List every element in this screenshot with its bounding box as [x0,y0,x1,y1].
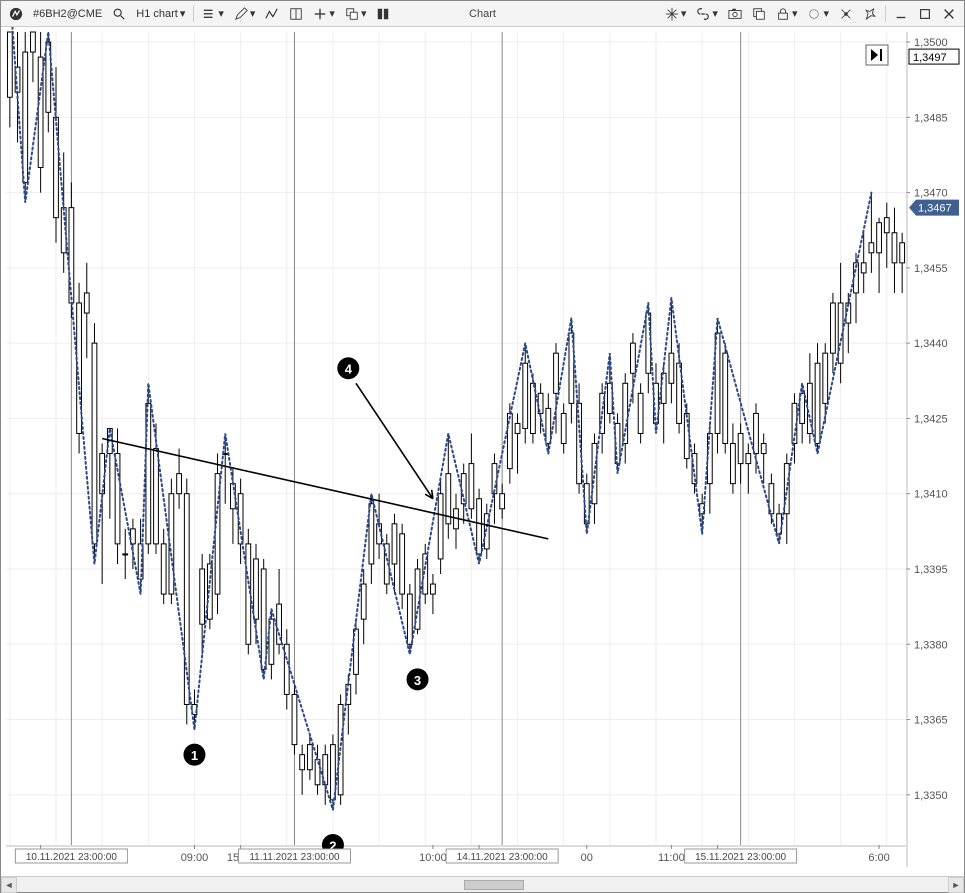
svg-text:00: 00 [581,852,593,864]
app-icon[interactable] [5,5,27,23]
settings-icon[interactable] [835,5,857,23]
template-icon[interactable] [285,5,307,23]
svg-text:4: 4 [345,362,353,377]
indicator-icon[interactable] [261,5,283,23]
chart-area[interactable]: 1,3500 1,3485 1,3470 1,3455 1,3440 1,3425 1,34… [1,27,964,876]
pen-dropdown-icon[interactable]: ▾ [230,5,260,23]
svg-text:1,3440: 1,3440 [914,338,948,350]
timeframe-label: H1 chart [136,8,178,20]
svg-text:3: 3 [414,673,421,688]
svg-text:1,3497: 1,3497 [913,52,947,64]
lock-dropdown-icon[interactable]: ▾ [772,5,802,23]
toolbar: #6BH2@CME H1 chart ▾ ▾ ▾ ▾ ▾ Chart ▾ ▾ ▾… [1,1,964,27]
camera-icon[interactable] [724,5,746,23]
separator [193,6,194,22]
circle-dropdown-icon[interactable]: ▾ [803,5,833,23]
svg-text:1,3380: 1,3380 [914,639,948,651]
chart-window: #6BH2@CME H1 chart ▾ ▾ ▾ ▾ ▾ Chart ▾ ▾ ▾… [0,0,965,893]
window-title: Chart [469,8,496,20]
scroll-left-button[interactable]: ◄ [1,877,17,893]
svg-text:1,3425: 1,3425 [914,413,948,425]
symbol-label[interactable]: #6BH2@CME [29,6,106,22]
separator [885,6,886,22]
svg-text:1,3467: 1,3467 [918,203,952,215]
svg-text:1: 1 [191,748,198,763]
svg-text:1,3365: 1,3365 [914,715,948,727]
svg-text:1,3500: 1,3500 [914,37,948,49]
svg-text:1,3350: 1,3350 [914,790,948,802]
scroll-thumb[interactable] [464,880,524,890]
cursor-dropdown-icon[interactable]: ▾ [661,5,691,23]
minimize-button[interactable] [890,5,912,23]
add-dropdown-icon[interactable]: ▾ [309,5,339,23]
svg-text:1,3395: 1,3395 [914,564,948,576]
svg-text:11.11.2021 23:00:00: 11.11.2021 23:00:00 [249,852,340,863]
search-icon[interactable] [108,5,130,23]
list-dropdown-icon[interactable]: ▾ [198,5,228,23]
svg-text:1,3455: 1,3455 [914,263,948,275]
pin-icon[interactable] [859,5,881,23]
price-chart[interactable]: 1,3500 1,3485 1,3470 1,3455 1,3440 1,3425 1,34… [1,27,964,876]
svg-text:1,3410: 1,3410 [914,489,948,501]
scroll-track[interactable] [17,878,948,892]
horizontal-scrollbar[interactable]: ◄ ► [1,876,964,892]
link-dropdown-icon[interactable]: ▾ [692,5,722,23]
svg-text:1,3470: 1,3470 [914,188,948,200]
copy-dropdown-icon[interactable]: ▾ [341,5,371,23]
grid-icon[interactable] [372,5,394,23]
svg-text:11:00: 11:00 [658,852,685,864]
timeframe-dropdown[interactable]: H1 chart ▾ [132,5,189,22]
svg-text:14.11.2021 23:00:00: 14.11.2021 23:00:00 [457,852,548,863]
svg-text:15.11.2021 23:00:00: 15.11.2021 23:00:00 [695,852,786,863]
chevron-down-icon: ▾ [180,7,186,20]
svg-text:1,3485: 1,3485 [914,112,948,124]
svg-text:6:00: 6:00 [868,852,889,864]
close-button[interactable] [938,5,960,23]
clone-icon[interactable] [748,5,770,23]
svg-text:09:00: 09:00 [181,852,209,864]
maximize-button[interactable] [914,5,936,23]
scroll-right-button[interactable]: ► [948,877,964,893]
svg-text:10.11.2021 23:00:00: 10.11.2021 23:00:00 [26,852,117,863]
svg-text:10:00: 10:00 [419,852,447,864]
